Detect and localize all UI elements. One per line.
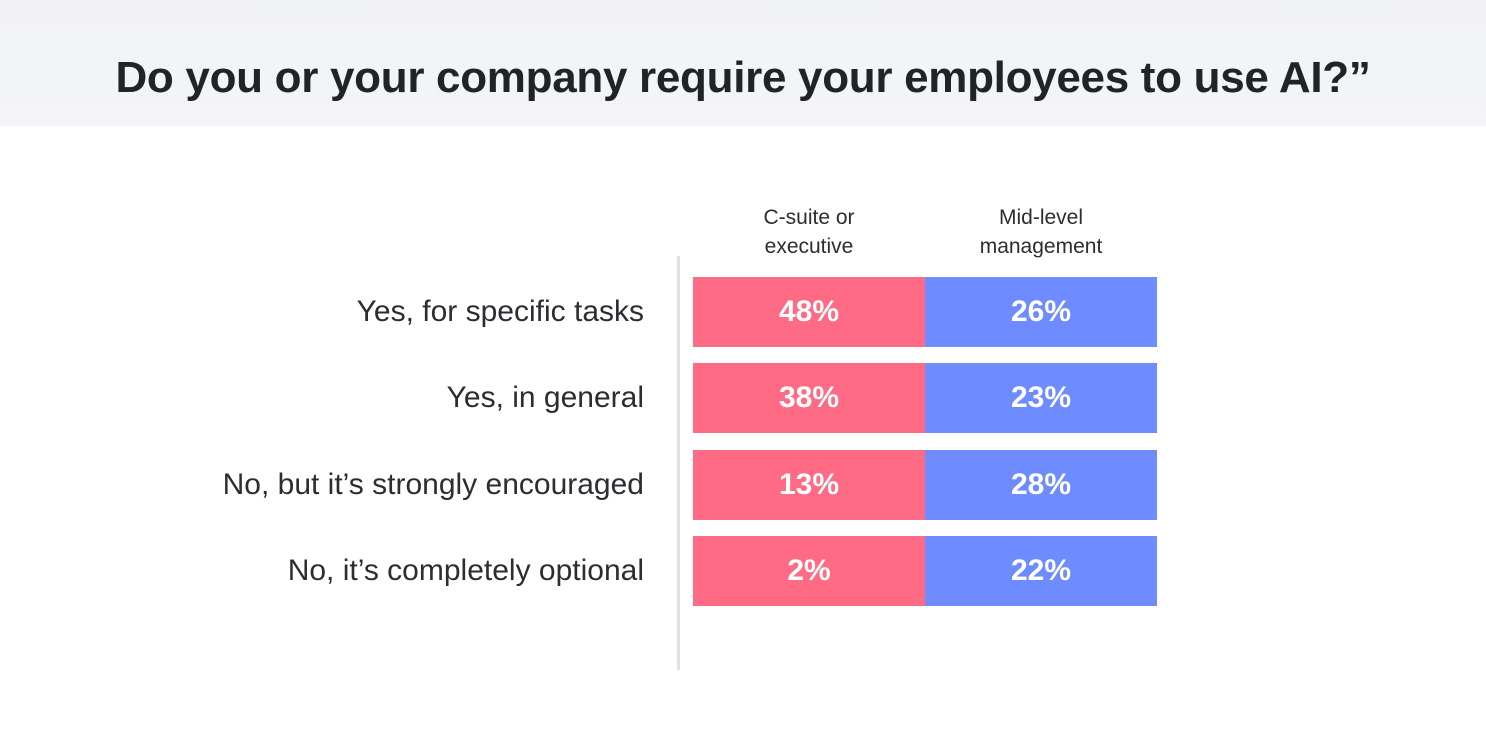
cell-c-suite: 2% — [693, 536, 925, 606]
axis-line — [677, 256, 680, 670]
column-header-line: C-suite or — [763, 206, 855, 229]
cell-c-suite: 13% — [693, 450, 925, 520]
row-label: No, it’s completely optional — [287, 554, 644, 587]
row-label: Yes, for specific tasks — [356, 295, 644, 328]
chart-title: Do you or your company require your empl… — [115, 53, 1371, 102]
cell-mid-level: 23% — [925, 363, 1157, 433]
column-header-line: executive — [764, 235, 854, 258]
cell-c-suite: 48% — [693, 277, 925, 347]
column-header-c-suite: C-suite or executive — [693, 203, 925, 261]
row-label: Yes, in general — [446, 381, 644, 414]
cell-mid-level: 26% — [925, 277, 1157, 347]
cell-mid-level: 28% — [925, 450, 1157, 520]
header-band — [0, 0, 1486, 126]
cell-mid-level: 22% — [925, 536, 1157, 606]
cell-c-suite: 38% — [693, 363, 925, 433]
column-header-line: Mid-level — [998, 206, 1084, 229]
column-header-mid-level: Mid-level management — [925, 203, 1157, 261]
row-label: No, but it’s strongly encouraged — [222, 468, 644, 501]
column-header-line: management — [979, 235, 1103, 258]
